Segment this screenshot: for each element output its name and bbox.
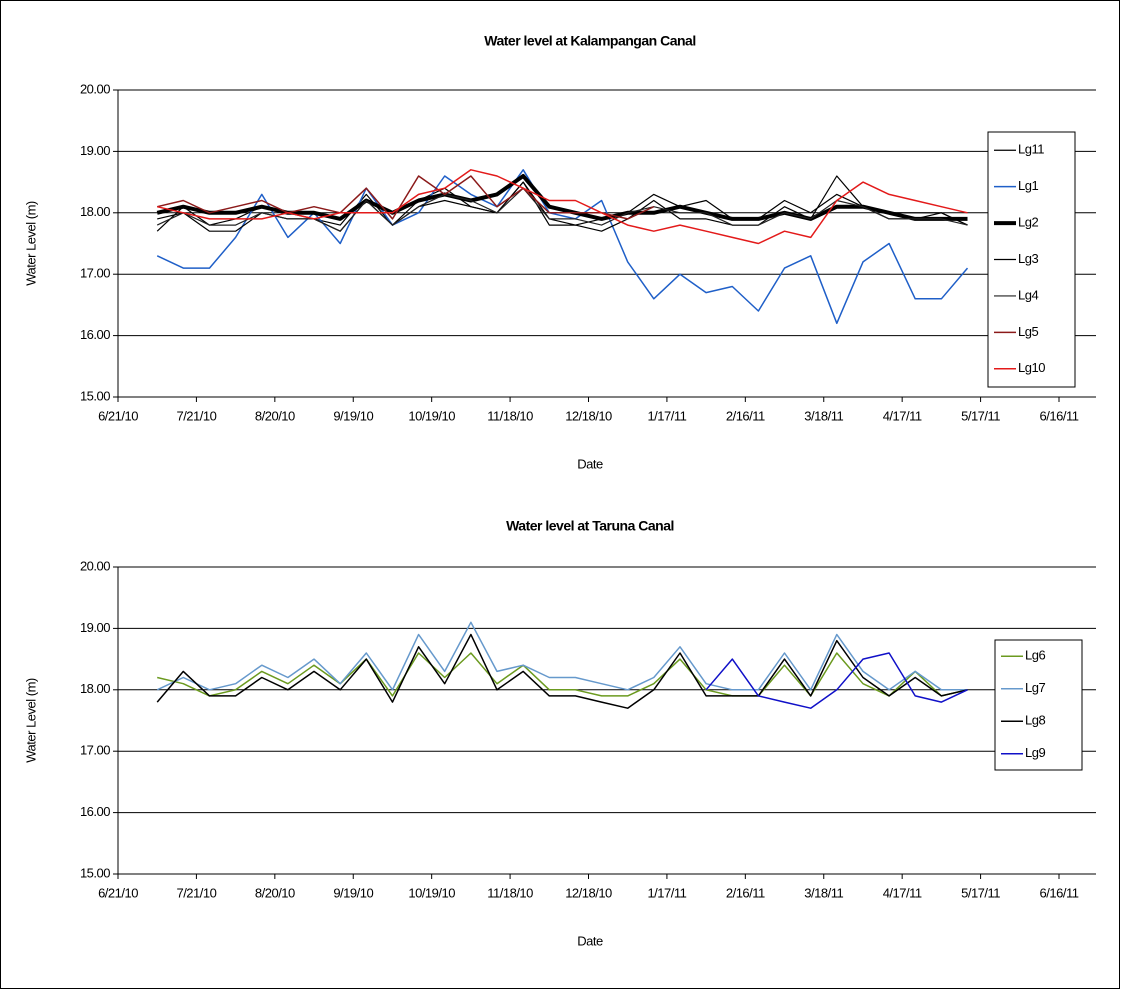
x-axis-label: Date (577, 933, 603, 948)
x-tick-label: 6/16/11 (1040, 885, 1079, 900)
x-tick-label: 4/17/11 (883, 408, 922, 423)
legend-label: Lg9 (1025, 745, 1045, 760)
y-tick-label: 16.00 (80, 327, 110, 342)
chart-title: Water level at Taruna Canal (506, 518, 674, 534)
legend-label: Lg11 (1018, 142, 1044, 157)
y-tick-label: 15.00 (80, 865, 110, 880)
legend-label: Lg2 (1018, 215, 1038, 230)
x-tick-label: 7/21/10 (176, 885, 216, 900)
x-tick-label: 5/17/11 (961, 885, 1000, 900)
x-tick-label: 11/18/10 (487, 408, 533, 423)
x-tick-label: 10/19/10 (408, 885, 455, 900)
legend-label: Lg6 (1025, 648, 1045, 663)
series-line (156, 174, 968, 221)
y-tick-label: 17.00 (80, 266, 110, 281)
series-line (156, 633, 968, 709)
y-tick-label: 19.00 (80, 620, 110, 635)
legend-label: Lg8 (1025, 713, 1045, 728)
series-line (705, 652, 968, 709)
x-tick-label: 5/17/11 (961, 408, 1000, 423)
series-line (157, 169, 968, 245)
x-axis-label: Date (577, 456, 603, 471)
series-line (157, 652, 968, 697)
series-line (156, 621, 968, 691)
y-tick-label: 18.00 (80, 204, 110, 219)
y-axis-label: Water Level (m) (23, 678, 38, 763)
x-tick-label: 4/17/11 (883, 885, 922, 900)
series-line (157, 175, 655, 220)
x-tick-label: 6/16/11 (1040, 408, 1079, 423)
x-tick-label: 11/18/10 (487, 885, 533, 900)
x-tick-label: 9/19/10 (333, 408, 373, 423)
legend-box (994, 639, 1083, 771)
y-tick-label: 16.00 (80, 804, 110, 819)
legend-label: Lg7 (1025, 680, 1045, 695)
x-tick-label: 1/17/11 (647, 885, 686, 900)
y-tick-label: 19.00 (80, 143, 110, 158)
x-tick-label: 12/18/10 (565, 885, 612, 900)
y-tick-label: 20.00 (80, 81, 110, 96)
x-tick-label: 3/18/11 (804, 408, 843, 423)
x-tick-label: 1/17/11 (647, 408, 686, 423)
legend-label: Lg3 (1018, 251, 1038, 266)
legend-label: Lg10 (1018, 360, 1045, 375)
series-line (156, 169, 969, 325)
y-tick-label: 15.00 (80, 388, 110, 403)
legend-label: Lg4 (1018, 287, 1038, 302)
series-line (156, 187, 968, 232)
x-tick-label: 12/18/10 (565, 408, 612, 423)
x-tick-label: 6/21/10 (98, 885, 138, 900)
x-tick-label: 8/20/10 (255, 408, 295, 423)
x-tick-label: 10/19/10 (408, 408, 455, 423)
x-tick-label: 6/21/10 (98, 408, 138, 423)
legend-label: Lg5 (1018, 324, 1038, 339)
chart-title: Water level at Kalampangan Canal (484, 33, 695, 49)
y-axis-label: Water Level (m) (23, 201, 38, 286)
x-tick-label: 7/21/10 (176, 408, 216, 423)
x-tick-label: 2/16/11 (726, 408, 765, 423)
x-tick-label: 2/16/11 (726, 885, 765, 900)
legend-label: Lg1 (1018, 178, 1038, 193)
x-tick-label: 9/19/10 (333, 885, 373, 900)
x-tick-label: 8/20/10 (255, 885, 295, 900)
y-tick-label: 17.00 (80, 743, 110, 758)
y-tick-label: 20.00 (80, 558, 110, 573)
y-tick-label: 18.00 (80, 681, 110, 696)
x-tick-label: 3/18/11 (804, 885, 843, 900)
